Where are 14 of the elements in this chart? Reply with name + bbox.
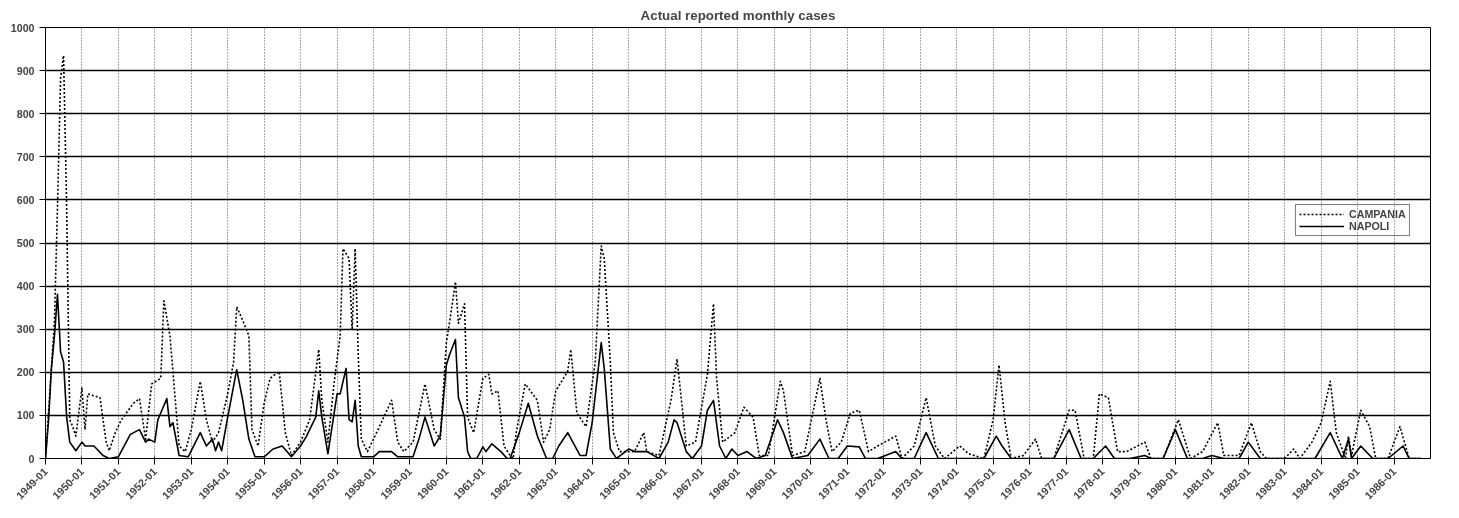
y-tick-label: 1000 <box>10 21 35 34</box>
y-tick-label: 0 <box>28 452 35 465</box>
y-tick-label: 700 <box>16 150 35 163</box>
y-tick-label: 400 <box>16 280 35 293</box>
chart-title: Actual reported monthly cases <box>640 7 836 23</box>
y-tick-label: 300 <box>16 323 35 336</box>
y-tick-label: 200 <box>16 366 35 379</box>
y-tick-label: 900 <box>16 64 35 77</box>
y-tick-label: 600 <box>16 193 35 206</box>
y-tick-label: 100 <box>16 409 35 422</box>
legend-label: NAPOLI <box>1349 220 1390 232</box>
y-tick-label: 800 <box>16 107 35 120</box>
legend-label: CAMPANIA <box>1349 208 1406 220</box>
y-tick-label: 500 <box>16 237 35 249</box>
